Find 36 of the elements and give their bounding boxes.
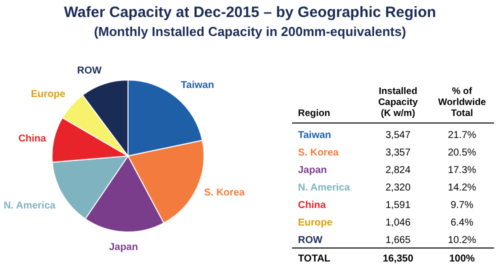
text: 10.2% xyxy=(448,235,476,246)
text: 16,350 xyxy=(382,254,414,264)
chart-title: Wafer Capacity at Dec-2015 – by Geographic Region xyxy=(64,4,436,21)
slice-label: Taiwan xyxy=(180,80,214,91)
slice-label: Europe xyxy=(30,89,66,100)
chart-subtitle: (Monthly Installed Capacity in 200mm-equivalents) xyxy=(94,24,406,39)
slice-label: N. America xyxy=(4,200,56,212)
text: TOTAL xyxy=(298,254,330,264)
text: Taiwan xyxy=(298,130,332,141)
text: 3,357 xyxy=(385,148,411,158)
text: % of Worldwide Total xyxy=(438,86,486,119)
text: 1,046 xyxy=(385,218,411,228)
slice-label: China xyxy=(18,133,47,144)
slice-label: Japan xyxy=(109,242,138,253)
text: Region xyxy=(298,108,330,119)
text: 20.5% xyxy=(448,148,476,158)
text: 1,591 xyxy=(385,200,411,211)
text: 9.7% xyxy=(450,200,474,211)
text: N. America xyxy=(298,182,350,194)
slice-label: S. Korea xyxy=(204,188,246,199)
text: China xyxy=(298,200,326,211)
text: S. Korea xyxy=(298,148,340,158)
slice-label: ROW xyxy=(77,65,102,76)
text: 100% xyxy=(449,254,475,264)
text: Europe xyxy=(298,218,333,228)
text: 3,547 xyxy=(385,130,411,141)
text: 2,320 xyxy=(385,182,411,194)
text: 6.4% xyxy=(450,218,474,228)
text: Installed Capacity (K w/m) xyxy=(378,86,419,119)
text: 17.3% xyxy=(448,165,476,176)
text: 1,665 xyxy=(385,235,411,246)
text: 14.2% xyxy=(448,182,476,194)
text: Japan xyxy=(298,165,327,176)
text: ROW xyxy=(298,235,323,246)
text: 2,824 xyxy=(385,165,411,176)
text: 21.7% xyxy=(448,130,476,141)
